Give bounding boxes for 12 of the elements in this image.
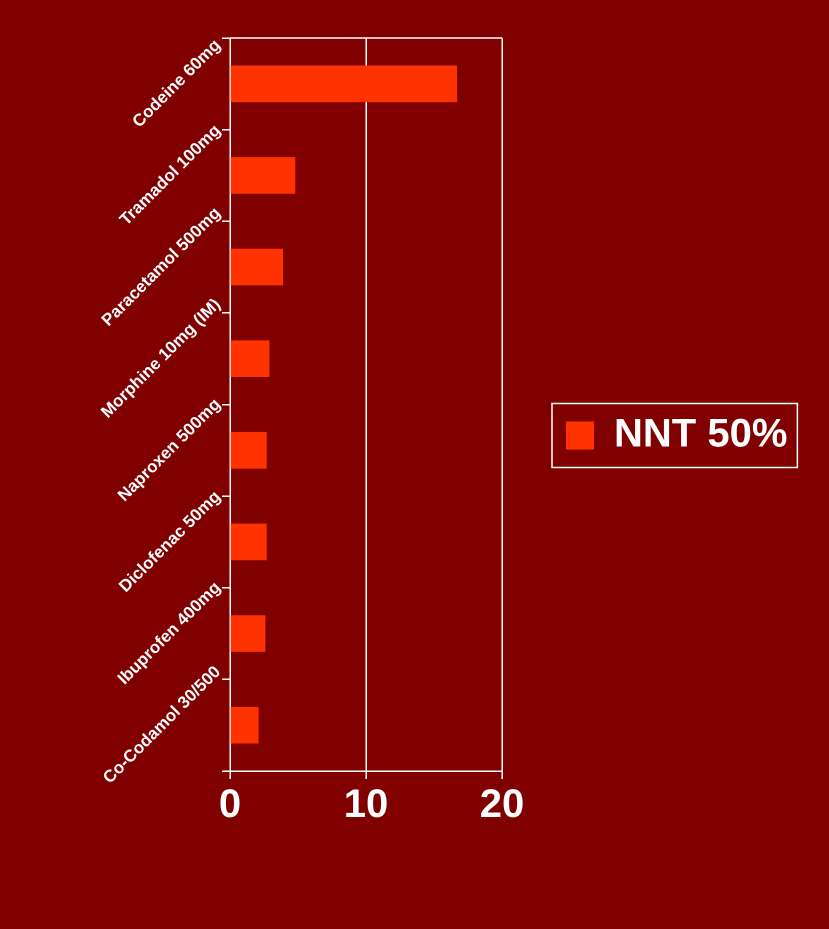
bar — [230, 248, 284, 286]
bar — [230, 432, 267, 469]
bar — [230, 706, 259, 744]
x-tick-label: 20 — [480, 782, 524, 826]
bar — [230, 524, 267, 560]
bar — [230, 65, 458, 102]
legend-label: NNT 50% — [614, 412, 788, 456]
bar — [230, 157, 296, 194]
bar — [230, 340, 270, 378]
x-tick-label: 0 — [218, 782, 242, 826]
x-tick-label: 10 — [344, 782, 388, 826]
bar — [230, 615, 266, 652]
